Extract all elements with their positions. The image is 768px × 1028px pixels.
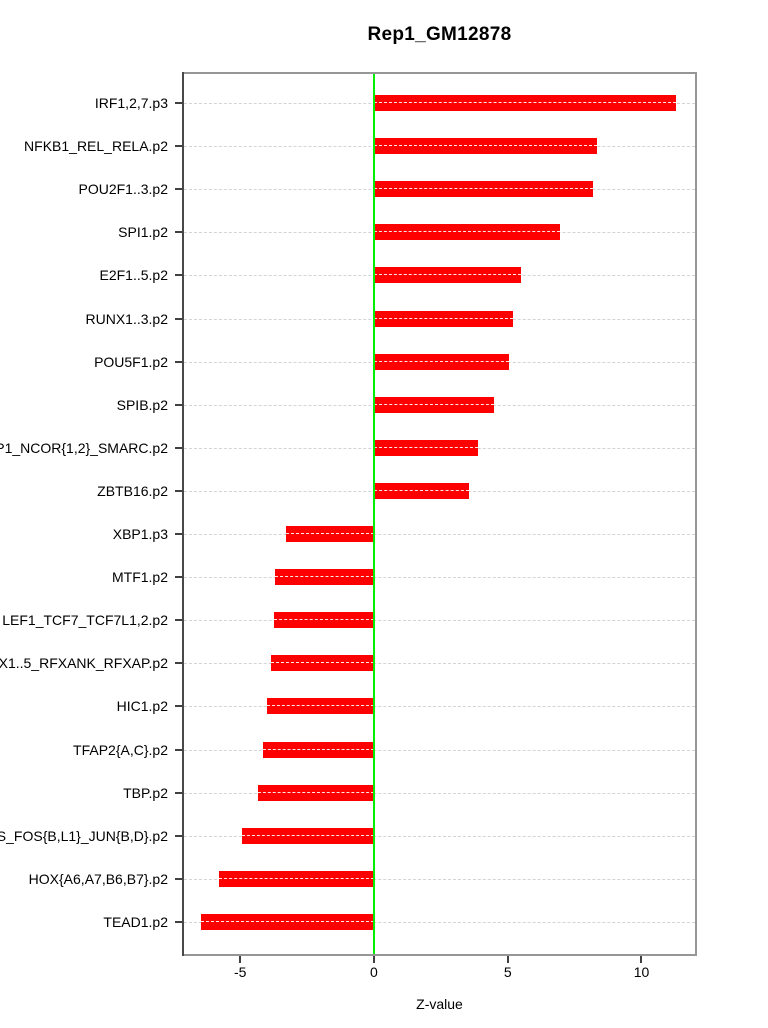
x-axis-tick-label: -5 bbox=[233, 964, 247, 980]
gridline bbox=[184, 922, 695, 923]
bar bbox=[373, 95, 677, 111]
bar bbox=[373, 310, 514, 327]
y-axis-category-label: IRF1,2,7.p3 bbox=[94, 95, 168, 111]
y-axis-tick bbox=[175, 662, 182, 665]
y-axis-tick bbox=[175, 317, 182, 320]
gridline bbox=[184, 792, 695, 794]
y-axis-tick bbox=[175, 877, 182, 880]
y-axis-category-label: RUNX1..3.p2 bbox=[85, 310, 168, 327]
bar bbox=[285, 526, 375, 543]
bar bbox=[274, 569, 374, 586]
y-axis-tick bbox=[175, 489, 182, 492]
plot-area: IRF1,2,7.p3 NFKB1_REL_RELA.p2 POU2F1..3.p2… bbox=[0, 72, 697, 956]
y-axis-tick bbox=[175, 102, 182, 104]
bar bbox=[270, 655, 374, 672]
y-axis-category-label: E2F1..5.p2 bbox=[99, 267, 169, 284]
x-axis-tick-label: 10 bbox=[633, 964, 650, 980]
bar bbox=[373, 267, 522, 284]
y-axis-tick bbox=[175, 533, 182, 536]
gridline bbox=[184, 534, 695, 536]
y-axis-tick bbox=[175, 576, 182, 579]
y-axis-category-label: RFX1..5_RFXANK_RFXAP.p2 bbox=[0, 655, 168, 672]
bar bbox=[373, 353, 510, 370]
x-axis-tick bbox=[640, 956, 643, 963]
bar bbox=[262, 741, 374, 758]
bar bbox=[373, 138, 598, 155]
y-axis-category-label: POU5F1.p2 bbox=[94, 353, 168, 370]
y-axis-tick bbox=[175, 446, 182, 449]
x-axis-tick-label: 0 bbox=[370, 964, 378, 980]
bar bbox=[373, 224, 560, 241]
y-axis-tick bbox=[175, 231, 182, 234]
y-axis-category-label: POU2F1..3.p2 bbox=[78, 181, 169, 198]
x-axis-title: Z-value bbox=[416, 996, 463, 1012]
y-axis-tick bbox=[175, 145, 182, 148]
y-axis-tick bbox=[175, 274, 182, 277]
x-axis-tick bbox=[506, 956, 509, 963]
gridline bbox=[184, 706, 695, 708]
y-axis-category-label: HOX{A6,A7,B6,B7}.p2 bbox=[28, 870, 168, 887]
bar bbox=[373, 181, 594, 198]
y-axis-tick bbox=[175, 834, 182, 837]
y-axis-tick bbox=[175, 188, 182, 191]
y-axis-category-label: SPI1.p2 bbox=[118, 224, 168, 241]
bar bbox=[201, 914, 374, 930]
x-axis-tick bbox=[239, 956, 242, 963]
y-axis-category-label: FOS_FOS{B,L1}_JUN{B,D}.p2 bbox=[0, 827, 168, 844]
chart-title: Rep1_GM12878 bbox=[367, 24, 512, 45]
y-axis-category-label: DMAP1_NCOR{1,2}_SMARC.p2 bbox=[0, 439, 168, 456]
y-axis-tick bbox=[175, 619, 182, 622]
y-axis-category-label: LEF1_TCF7_TCF7L1,2.p2 bbox=[2, 612, 168, 629]
gridline bbox=[184, 749, 695, 751]
x-axis-tick-label: 5 bbox=[503, 964, 512, 980]
y-axis-category-label: HIC1.p2 bbox=[116, 698, 168, 715]
gridline bbox=[184, 663, 695, 665]
gridline bbox=[184, 878, 695, 880]
gridline bbox=[184, 620, 695, 622]
bar bbox=[273, 612, 375, 629]
bar bbox=[218, 870, 375, 887]
y-axis-category-label: NFKB1_REL_RELA.p2 bbox=[24, 138, 168, 155]
bar bbox=[241, 827, 375, 844]
y-axis-category-label: TBP.p2 bbox=[123, 784, 168, 801]
bar bbox=[257, 784, 375, 801]
gridline bbox=[184, 577, 695, 579]
zero-reference-line bbox=[372, 74, 375, 954]
bar bbox=[266, 698, 374, 715]
gridline bbox=[184, 835, 695, 837]
y-axis-tick bbox=[175, 921, 182, 923]
y-axis-tick bbox=[175, 748, 182, 751]
y-axis-category-label: ZBTB16.p2 bbox=[97, 482, 168, 499]
bar bbox=[373, 439, 479, 456]
y-axis-line bbox=[182, 72, 184, 956]
y-axis-tick bbox=[175, 360, 182, 363]
y-axis-tick bbox=[175, 705, 182, 708]
y-axis-tick bbox=[175, 403, 182, 406]
bar bbox=[373, 396, 495, 413]
y-axis-category-label: MTF1.p2 bbox=[111, 569, 168, 586]
x-axis-tick bbox=[372, 956, 375, 963]
y-axis-tick bbox=[175, 791, 182, 794]
y-axis-category-label: TFAP2{A,C}.p2 bbox=[73, 741, 168, 758]
y-axis-category-label: SPIB.p2 bbox=[116, 396, 168, 413]
y-axis-category-label: TEAD1.p2 bbox=[103, 914, 168, 930]
bar bbox=[373, 482, 469, 499]
y-axis-category-label: XBP1.p3 bbox=[112, 526, 168, 543]
